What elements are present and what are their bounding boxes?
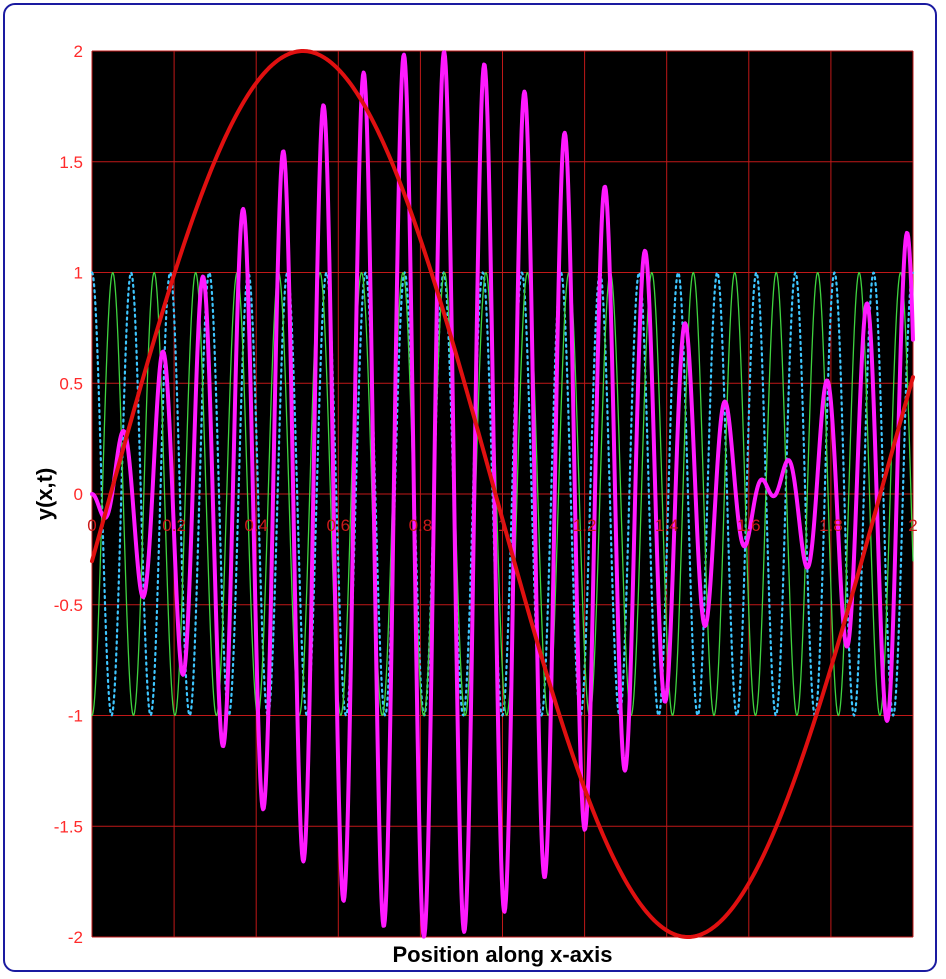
y-tick-label: 0.5 xyxy=(59,374,83,393)
y-tick-label: -1 xyxy=(68,707,83,726)
x-tick-label: 1.6 xyxy=(737,516,761,535)
x-tick-label: 0.2 xyxy=(162,516,186,535)
x-tick-label: 2 xyxy=(908,516,917,535)
series-layer xyxy=(90,49,915,939)
x-tick-label: 0.8 xyxy=(409,516,433,535)
x-axis-title: Position along x-axis xyxy=(392,942,612,967)
x-tick-label: 0.4 xyxy=(244,516,268,535)
y-tick-label: -0.5 xyxy=(54,596,83,615)
x-tick-label: 1 xyxy=(498,516,507,535)
wave-1-line xyxy=(90,271,915,717)
x-tick-label: 1.2 xyxy=(573,516,597,535)
y-axis-title: y(x,t) xyxy=(32,468,57,521)
y-tick-label: 1 xyxy=(74,264,83,283)
envelope-line xyxy=(90,49,915,939)
x-tick-label: 0.6 xyxy=(326,516,350,535)
sum-wave-line xyxy=(90,50,915,939)
x-tick-label: 1.8 xyxy=(819,516,843,535)
wave-2-line xyxy=(91,271,914,717)
x-tick-labels: 0 0.2 0.4 0.6 0.8 1 1.2 1.4 1.6 1.8 2 xyxy=(87,516,917,535)
x-tick-label: 0 xyxy=(87,516,96,535)
y-tick-label: -1.5 xyxy=(54,817,83,836)
y-tick-label: 0 xyxy=(74,485,83,504)
y-tick-label: -2 xyxy=(68,928,83,947)
y-tick-label: 2 xyxy=(74,42,83,61)
x-tick-label: 1.4 xyxy=(655,516,679,535)
y-tick-label: 1.5 xyxy=(59,153,83,172)
y-tick-labels: 2 1.5 1 0.5 0 -0.5 -1 -1.5 -2 xyxy=(54,42,83,947)
